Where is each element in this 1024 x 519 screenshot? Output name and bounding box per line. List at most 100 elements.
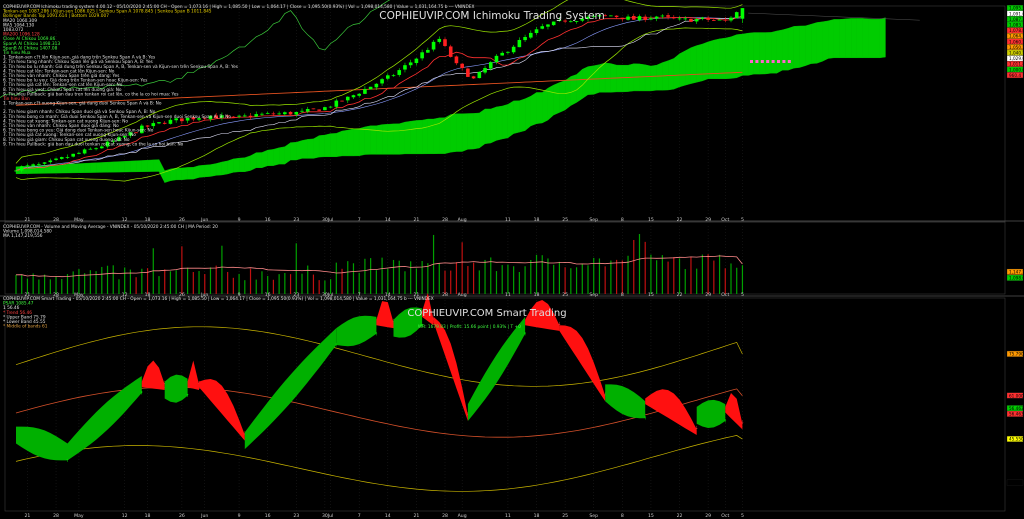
volume-header-line: Volume 1,098,014,580 — [3, 229, 52, 235]
header-line: 1083.072 — [3, 27, 24, 33]
candle — [271, 113, 276, 115]
volume-bar — [541, 255, 543, 294]
cloud-segment — [496, 105, 503, 141]
signal-arrow: ↓ — [466, 411, 470, 417]
cloud-segment — [399, 121, 406, 155]
candle — [157, 122, 161, 124]
candle — [220, 115, 224, 118]
cloud-segment — [215, 161, 223, 176]
candle — [214, 115, 218, 119]
candle — [631, 15, 636, 20]
candle — [517, 39, 522, 48]
smart-header-line: COPHIEUVIP.COM Smart Trading - 05/10/202… — [3, 296, 434, 302]
candle — [334, 100, 339, 107]
candle — [88, 148, 93, 150]
volume-bar — [175, 270, 177, 294]
cloud-segment — [427, 118, 434, 154]
candle — [500, 52, 504, 56]
cloud-segment — [330, 133, 337, 157]
volume-bar — [301, 273, 303, 294]
x-tick-label: 18 — [145, 513, 151, 519]
x-tick-label: 21 — [413, 217, 419, 223]
x-tick-label: 22 — [677, 217, 683, 223]
top-pane-header: COPHIEUVIP.COM Ichimoku trading system 4… — [2, 4, 475, 147]
volume-bar — [547, 258, 549, 294]
volume-bar — [724, 268, 726, 294]
volume-bar — [15, 274, 17, 294]
x-tick-label: 22 — [677, 292, 683, 298]
volume-bar — [518, 272, 520, 294]
cloud-segment — [850, 18, 858, 58]
volume-bar — [535, 254, 538, 294]
volume-bar — [421, 260, 423, 294]
candle — [59, 157, 64, 159]
top-price-tag: 1,000.0 — [1006, 66, 1024, 73]
volume-bar — [661, 255, 663, 294]
cloud-segment — [124, 160, 131, 173]
volume-bar — [633, 239, 635, 294]
volume-bar — [450, 270, 452, 294]
volume-bar — [718, 254, 721, 294]
x-tick-label: Aug — [458, 513, 467, 519]
volume-bar — [553, 264, 555, 294]
cloud-segment — [484, 108, 491, 144]
cloud-segment — [238, 157, 246, 172]
volume-pane[interactable]: COPHIEUVIP.COM - Volume and Moving Avera… — [3, 224, 744, 294]
pane-border — [4, 297, 1006, 512]
candle — [111, 140, 116, 142]
volume-bar — [135, 277, 137, 294]
trend-segment — [244, 328, 337, 450]
cloud-segment — [645, 64, 652, 92]
trend-segment — [467, 316, 526, 421]
signal-arrow: ↑ — [335, 343, 339, 349]
x-tick-label: 12 — [122, 217, 128, 223]
candle — [25, 165, 30, 167]
x-tick-label: 7 — [358, 513, 361, 519]
volume-bar — [181, 246, 183, 294]
volume-bar — [249, 268, 252, 294]
price-tag-text: 56.463 — [1009, 412, 1024, 417]
smart-header-line: * Upper Band 75.79 — [3, 314, 46, 320]
price-tag-box — [1006, 410, 1024, 417]
candle — [454, 56, 459, 64]
volume-bar — [204, 274, 206, 294]
x-tick-label: 11 — [505, 217, 511, 223]
header-line: Tin hieu Ban — [2, 96, 30, 102]
smart-price-tag: 61.000 — [1006, 392, 1024, 399]
cloud-segment — [696, 43, 703, 83]
candle — [626, 16, 630, 20]
candle — [300, 110, 304, 112]
volume-bar — [490, 257, 492, 294]
volume-bar — [209, 267, 212, 294]
x-tick-label: 5 — [741, 217, 744, 223]
top-price-tag: 1,078.8 — [1006, 27, 1024, 34]
cloud-segment — [198, 164, 205, 178]
x-tick-label: 18 — [534, 513, 540, 519]
x-tick-label: 26 — [179, 292, 185, 298]
top-price-tag: 1,011.8 — [1006, 60, 1024, 67]
candle — [225, 115, 230, 117]
cloud-segment — [444, 114, 451, 154]
x-tick-label: 21 — [25, 513, 31, 519]
cloud-segment — [702, 41, 709, 82]
cloud-segment — [347, 128, 354, 157]
cloud-segment — [141, 159, 148, 172]
cloud-segment — [679, 50, 686, 88]
smart-trading-pane[interactable]: ↑↑↓↑↓↓↑↑↓↑↓↓↑↓↓↑↓↑↓COPHIEUVIP.COM Smart … — [3, 293, 744, 492]
cloud-segment — [227, 158, 234, 175]
price-tag-text: 1,147.2 — [1009, 270, 1024, 275]
cloud-segment — [507, 100, 514, 139]
price-tag-text: 45.550 — [1009, 437, 1024, 442]
signal-arrow: ↑ — [186, 393, 190, 399]
trend-segment — [525, 300, 560, 331]
signal-arrow: ↑ — [523, 331, 527, 337]
price-candles[interactable] — [14, 8, 791, 173]
candle — [448, 46, 453, 57]
cloud-segment — [307, 138, 314, 159]
cloud-segment — [782, 28, 789, 71]
x-tick-label: 21 — [413, 292, 419, 298]
volume-bar — [381, 257, 383, 294]
candle — [71, 153, 75, 157]
cloud-segment — [267, 149, 274, 166]
